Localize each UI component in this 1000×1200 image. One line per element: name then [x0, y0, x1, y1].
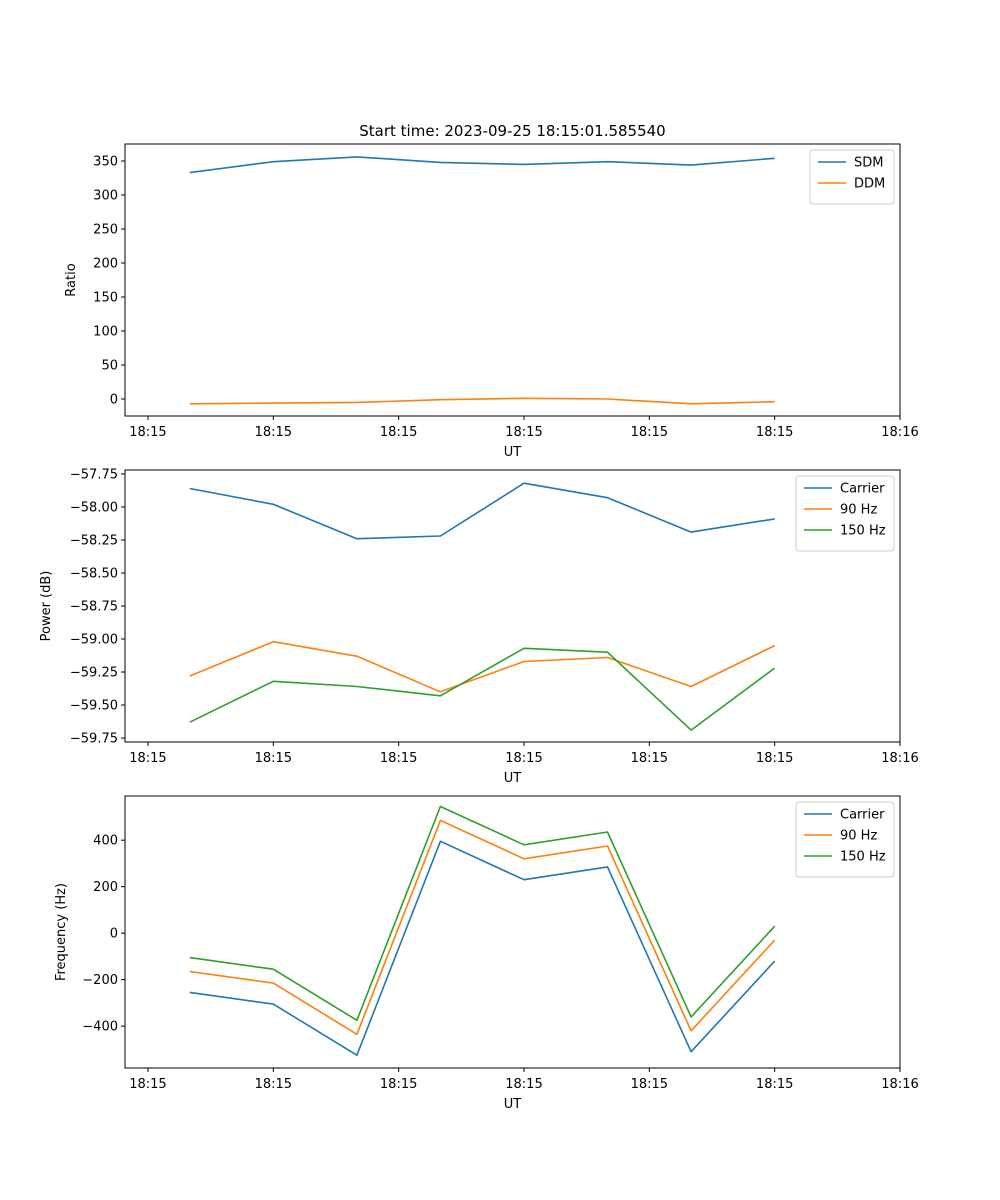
y-tick-label: −59.25	[70, 666, 118, 681]
x-tick-label: 18:15	[255, 1077, 292, 1092]
series-line-90-hz	[189, 640, 776, 693]
legend-box	[795, 801, 895, 878]
y-tick-label: 150	[93, 291, 118, 306]
y-tick-label: −58.50	[70, 566, 118, 581]
legend-label: SDM	[854, 156, 883, 171]
y-tick-label: −58.75	[70, 600, 118, 615]
x-tick-label: 18:15	[631, 1077, 668, 1092]
x-tick-label: 18:15	[756, 1077, 793, 1092]
y-tick-label: 50	[101, 359, 118, 374]
y-tick-label: −58.25	[70, 533, 118, 548]
legend: Carrier 90 Hz 150 Hz	[795, 801, 895, 878]
legend: Carrier 90 Hz 150 Hz	[795, 475, 895, 552]
x-tick-label: 18:16	[881, 1077, 918, 1092]
x-tick-label: 18:15	[505, 751, 542, 766]
legend-box	[809, 149, 895, 205]
series-line-90-hz	[189, 819, 776, 1036]
x-tick-label: 18:16	[881, 751, 918, 766]
x-tick-label: 18:15	[756, 425, 793, 440]
legend-label: DDM	[854, 177, 885, 192]
series-line-carrier	[189, 482, 775, 540]
x-tick-label: 18:15	[380, 751, 417, 766]
y-tick-label: 100	[93, 325, 118, 340]
y-tick-label: −57.75	[70, 467, 118, 482]
legend: SDM DDM	[809, 149, 895, 205]
x-axis-label: UT	[504, 771, 522, 786]
legend-label: 90 Hz	[840, 829, 877, 844]
y-tick-label: 0	[110, 927, 118, 942]
x-tick-label: 18:15	[505, 425, 542, 440]
y-tick-label: 200	[93, 257, 118, 272]
chart-panel-1: 18:15 18:15 18:15 18:15 18:15 18:15 18:16 0 50 10…	[64, 122, 919, 460]
y-tick-label: 250	[93, 223, 118, 238]
legend-box	[795, 475, 895, 552]
y-tick-label: 350	[93, 155, 118, 170]
x-axis-label: UT	[504, 1097, 522, 1112]
x-tick-label: 18:15	[255, 751, 292, 766]
x-tick-label: 18:15	[129, 751, 166, 766]
x-tick-label: 18:15	[129, 1077, 166, 1092]
x-tick-label: 18:15	[129, 425, 166, 440]
y-tick-label: 400	[93, 834, 118, 849]
chart-panel-3: 18:15 18:15 18:15 18:15 18:15 18:15 18:16 −400 −…	[54, 795, 919, 1112]
y-tick-label: −59.50	[70, 699, 118, 714]
x-tick-label: 18:15	[255, 425, 292, 440]
x-tick-label: 18:16	[881, 425, 918, 440]
legend-label: 150 Hz	[840, 850, 886, 865]
y-tick-label: −200	[82, 973, 118, 988]
y-tick-label: 200	[93, 880, 118, 895]
chart-panel-2: 18:15 18:15 18:15 18:15 18:15 18:15 18:16 −59.7…	[39, 467, 919, 786]
axes-frame	[124, 795, 901, 1069]
y-axis-label: Ratio	[64, 263, 79, 296]
legend-label: 150 Hz	[840, 524, 886, 539]
x-tick-label: 18:15	[631, 425, 668, 440]
series-line-150-hz	[189, 805, 776, 1022]
y-tick-label: −58.00	[70, 500, 118, 515]
y-axis-label: Frequency (Hz)	[54, 883, 69, 981]
axes-frame	[124, 143, 901, 417]
x-tick-label: 18:15	[756, 751, 793, 766]
y-axis-label: Power (dB)	[39, 571, 54, 642]
legend-label: Carrier	[840, 482, 885, 497]
series-line-150-hz	[189, 647, 776, 731]
legend-label: 90 Hz	[840, 503, 877, 518]
y-tick-label: −59.00	[70, 633, 118, 648]
series-line-carrier	[189, 840, 776, 1056]
series-line-ddm	[189, 397, 775, 405]
chart-title: Start time: 2023-09-25 18:15:01.585540	[359, 122, 665, 140]
y-tick-label: −400	[82, 1020, 118, 1035]
x-tick-label: 18:15	[380, 425, 417, 440]
x-tick-label: 18:15	[631, 751, 668, 766]
x-tick-label: 18:15	[380, 1077, 417, 1092]
x-tick-label: 18:15	[505, 1077, 542, 1092]
y-tick-label: −59.75	[70, 732, 118, 747]
y-tick-label: 300	[93, 189, 118, 204]
panels: 18:15 18:15 18:15 18:15 18:15 18:15 18:16 0 50 10…	[39, 122, 919, 1112]
series-line-sdm	[189, 156, 775, 174]
x-axis-label: UT	[504, 445, 522, 460]
legend-label: Carrier	[840, 808, 885, 823]
y-tick-label: 0	[110, 393, 118, 408]
